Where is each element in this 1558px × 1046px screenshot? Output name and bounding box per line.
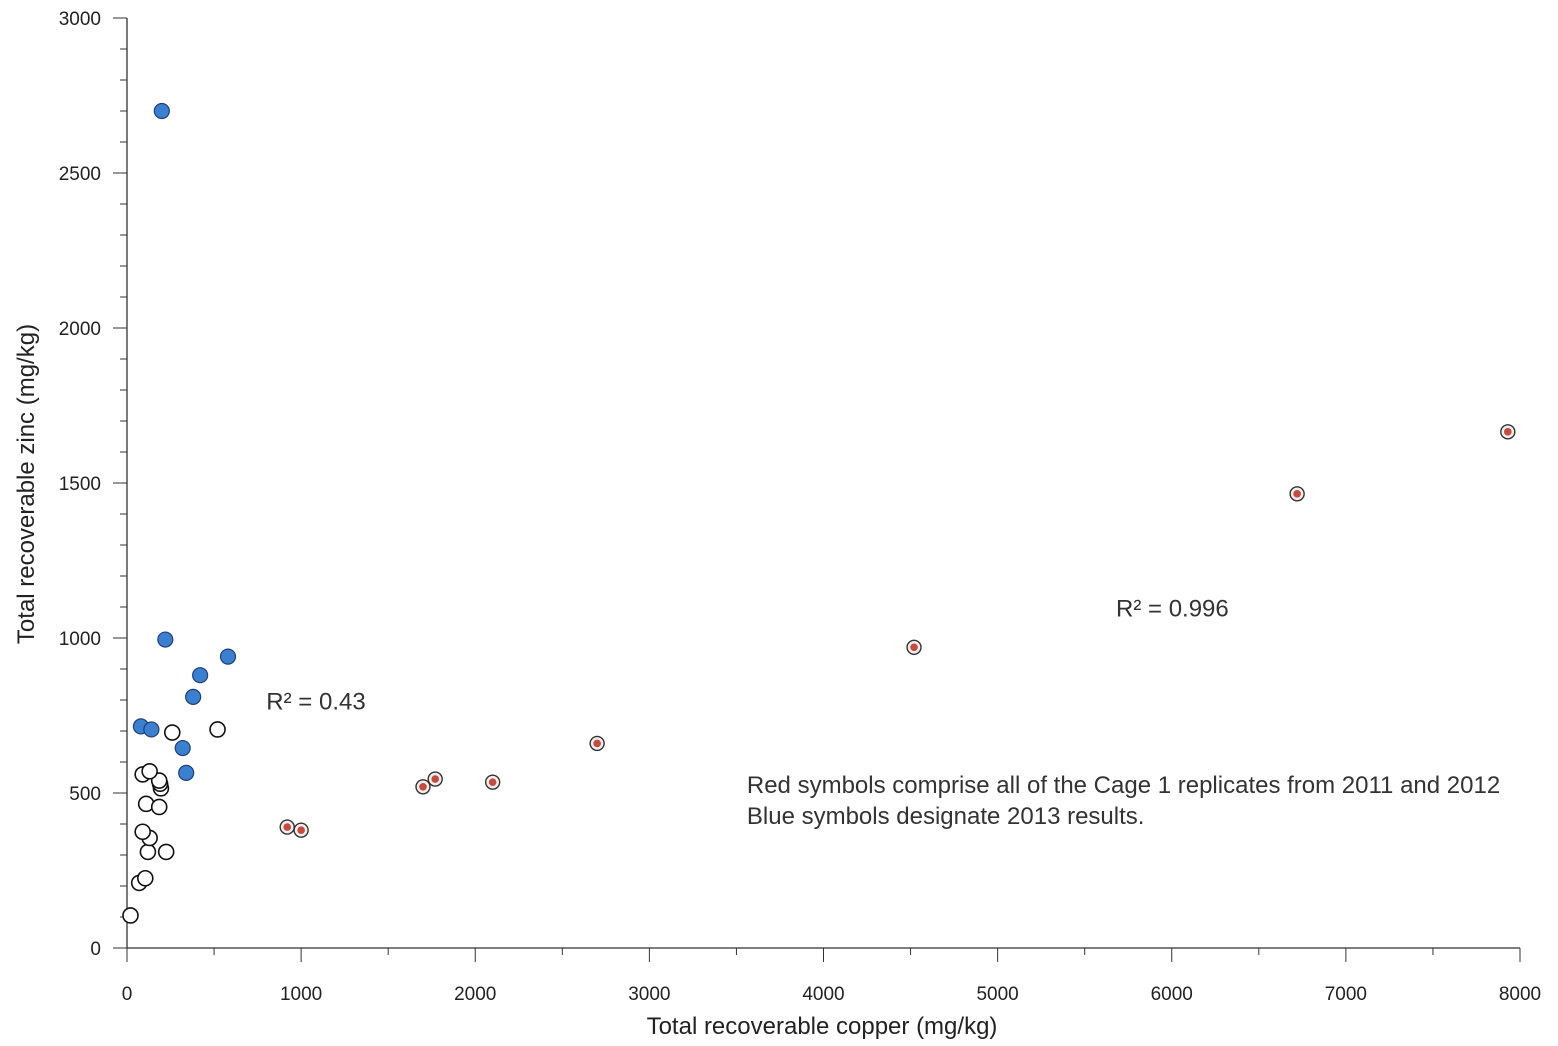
x-axis-ticks: 0 1000 2000 3000 4000 5000 6000 7000 8000 xyxy=(122,948,1541,1005)
x-tick-label: 0 xyxy=(122,984,133,1005)
x-tick-label: 8000 xyxy=(1499,984,1541,1005)
open-circle-point xyxy=(134,823,151,841)
blue-filled-point xyxy=(143,721,160,738)
x-tick-label: 6000 xyxy=(1151,984,1193,1005)
r-squared-label: R² = 0.996 xyxy=(1116,595,1229,622)
blue-filled-point xyxy=(157,631,174,648)
y-tick-label: 2500 xyxy=(59,164,101,185)
x-tick-label: 4000 xyxy=(802,984,844,1005)
y-tick-label: 2000 xyxy=(59,319,101,340)
red-ringed-point xyxy=(906,639,922,655)
blue-filled-point xyxy=(192,667,209,684)
x-tick-label: 5000 xyxy=(976,984,1018,1005)
open-circle-point xyxy=(141,762,158,780)
open-circle-point xyxy=(209,721,226,738)
x-tick-label: 7000 xyxy=(1325,984,1367,1005)
annotations: R² = 0.43 R² = 0.996 xyxy=(266,595,1228,715)
red-ringed-point xyxy=(279,819,295,835)
red-ringed-point xyxy=(484,774,501,790)
red-ringed-point xyxy=(427,771,443,787)
y-axis-title: Total recoverable zinc (mg/kg) xyxy=(13,324,40,644)
red-point-dot xyxy=(283,823,291,831)
y-tick-label: 500 xyxy=(69,784,101,805)
y-axis-ticks: 0 500 1000 1500 2000 2500 3000 xyxy=(59,9,127,960)
red-ringed-point xyxy=(589,735,605,752)
open-circle-point xyxy=(139,843,157,861)
red-point-dot xyxy=(488,778,497,786)
chart-note: Red symbols comprise all of the Cage 1 r… xyxy=(747,772,1507,830)
red-point-dot xyxy=(910,643,918,652)
x-tick-label: 1000 xyxy=(280,984,322,1005)
blue-filled-point xyxy=(174,739,191,757)
red-point-dot xyxy=(419,783,427,791)
blue-filled-point xyxy=(178,764,195,781)
blue-filled-point xyxy=(185,688,202,706)
red-ringed-point xyxy=(415,779,431,795)
y-tick-label: 1000 xyxy=(59,629,101,650)
x-tick-label: 2000 xyxy=(454,984,496,1005)
data-points xyxy=(122,102,1516,924)
y-tick-label: 0 xyxy=(90,939,101,960)
red-ringed-point xyxy=(1500,424,1516,440)
x-tick-label: 3000 xyxy=(628,984,670,1005)
blue-filled-point xyxy=(219,648,237,665)
open-circle-point xyxy=(136,869,154,887)
r-squared-label: R² = 0.43 xyxy=(266,688,365,715)
open-circle-point xyxy=(163,724,181,741)
red-ringed-point xyxy=(1289,486,1305,502)
y-tick-label: 3000 xyxy=(59,9,101,30)
red-point-dot xyxy=(297,826,305,834)
open-circle-point xyxy=(157,843,175,861)
red-point-dot xyxy=(1293,490,1301,498)
open-circle-point xyxy=(150,798,168,816)
x-axis-title: Total recoverable copper (mg/kg) xyxy=(647,1013,998,1040)
red-ringed-point xyxy=(293,822,309,838)
red-point-dot xyxy=(431,775,440,783)
blue-filled-point xyxy=(153,102,170,120)
open-circle-point xyxy=(122,907,139,924)
note-line-1: Red symbols comprise all of the Cage 1 r… xyxy=(747,772,1500,799)
red-point-dot xyxy=(593,739,601,748)
note-line-2: Blue symbols designate 2013 results. xyxy=(747,803,1145,830)
red-point-dot xyxy=(1504,428,1512,436)
y-tick-label: 1500 xyxy=(59,474,101,495)
